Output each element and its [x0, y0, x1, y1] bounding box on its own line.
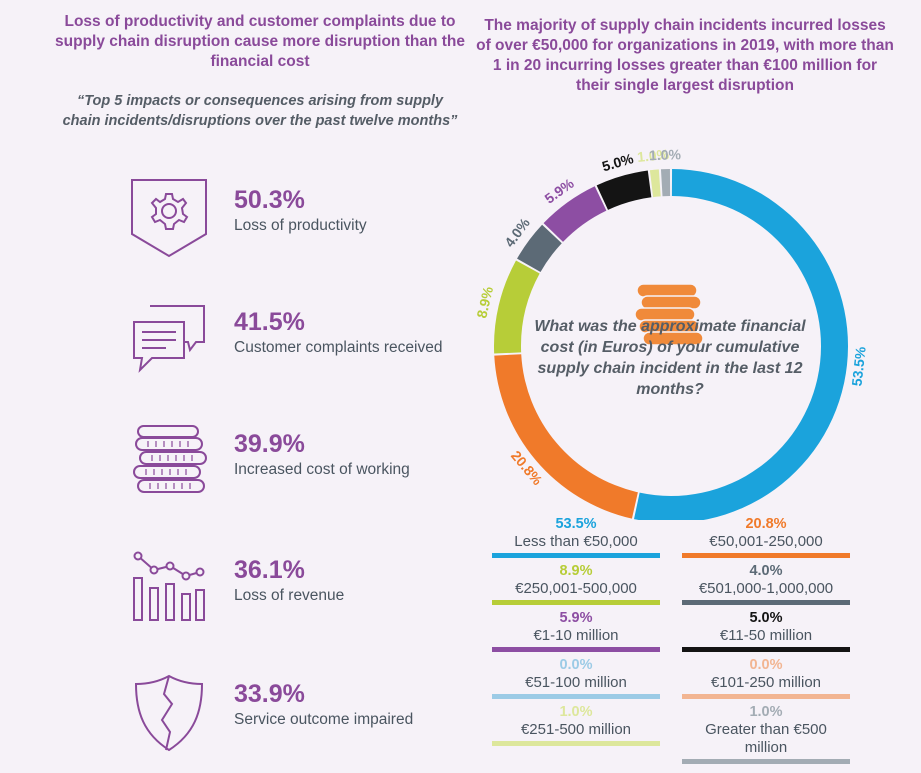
donut-segment: [649, 169, 661, 198]
donut-segment: [634, 169, 848, 520]
legend-range: €251-500 million: [520, 721, 632, 738]
impact-label: Customer complaints received: [234, 339, 443, 356]
legend-swatch: [682, 694, 850, 699]
donut-segment: [596, 170, 652, 210]
declining-chart-icon: [133, 551, 205, 621]
impact-percent: 36.1%: [234, 556, 305, 584]
legend-swatch: [682, 647, 850, 652]
legend-range: €11-50 million: [719, 627, 813, 644]
donut-segment: [543, 186, 607, 242]
legend-range: €501,000-1,000,000: [698, 580, 834, 597]
legend-swatch: [682, 553, 850, 558]
impact-item-complaints: 41.5% Customer complaints received: [0, 300, 460, 390]
legend-item: 53.5% Less than €50,000: [492, 516, 660, 558]
legend-swatch: [682, 600, 850, 605]
legend-percent: 20.8%: [745, 516, 787, 532]
legend-percent: 53.5%: [555, 516, 597, 532]
donut-label: 1.0%: [649, 146, 682, 163]
impact-percent: 39.9%: [234, 430, 305, 458]
legend-percent: 1.0%: [559, 704, 593, 720]
legend-percent: 0.0%: [749, 657, 783, 673]
legend-range: €1-10 million: [533, 627, 619, 644]
legend-swatch: [492, 694, 660, 699]
donut-label: 5.0%: [600, 150, 636, 174]
donut-label: 53.5%: [848, 345, 868, 387]
donut-segment: [494, 260, 540, 354]
impact-percent: 50.3%: [234, 186, 305, 214]
legend-percent: 5.0%: [749, 610, 783, 626]
legend-swatch: [492, 600, 660, 605]
legend-swatch: [492, 553, 660, 558]
legend-percent: 0.0%: [559, 657, 593, 673]
legend-percent: 5.9%: [559, 610, 593, 626]
legend-range: Less than €50,000: [514, 533, 638, 550]
legend-range: €101-250 million: [710, 674, 822, 691]
right-header: The majority of supply chain incidents i…: [476, 17, 894, 94]
donut-segment: [494, 354, 638, 519]
chat-bubbles-icon: [133, 305, 205, 373]
coin-stack-icon: [634, 283, 704, 346]
broken-shield-icon: [134, 674, 204, 752]
impact-label: Increased cost of working: [234, 461, 410, 478]
legend-item: 20.8% €50,001-250,000: [682, 516, 850, 558]
left-subheader: “Top 5 impacts or consequences arising f…: [62, 93, 458, 129]
impact-label: Loss of productivity: [234, 217, 367, 234]
gear-shield-icon: [131, 179, 207, 258]
legend-swatch: [682, 759, 850, 764]
legend-swatch: [492, 647, 660, 652]
left-header: Loss of productivity and customer compla…: [55, 13, 465, 70]
legend-item: 0.0% €51-100 million: [492, 657, 660, 699]
donut-segment: [660, 169, 671, 197]
impact-percent: 33.9%: [234, 680, 305, 708]
legend-item: 1.0% €251-500 million: [492, 704, 660, 746]
legend-range: Greater than €500 million: [705, 721, 827, 756]
legend-item: 1.0% Greater than €500 million: [682, 704, 850, 764]
legend-range: €51-100 million: [525, 674, 627, 691]
legend-item: 4.0% €501,000-1,000,000: [682, 563, 850, 605]
impact-item-cost: 39.9% Increased cost of working: [0, 422, 460, 512]
legend-range: €250,001-500,000: [515, 580, 637, 597]
center-question: What was the approximate financial cost …: [534, 318, 806, 398]
impact-label: Service outcome impaired: [234, 711, 414, 728]
legend-percent: 8.9%: [559, 563, 593, 579]
donut-chart: 53.5%20.8%8.9%4.0%5.9%5.0% 1.0%1.0%: [473, 146, 869, 520]
legend-percent: 4.0%: [749, 563, 783, 579]
impact-label: Loss of revenue: [234, 587, 345, 604]
chart-legend: 53.5% Less than €50,000 20.8% €50,001-250,0…: [490, 516, 860, 771]
donut-label: 1.0%: [636, 146, 670, 165]
legend-percent: 1.0%: [749, 704, 783, 720]
legend-item: 5.9% €1-10 million: [492, 610, 660, 652]
impact-percent: 41.5%: [234, 308, 305, 336]
legend-item: 5.0% €11-50 million: [682, 610, 850, 652]
donut-label: 8.9%: [473, 284, 496, 319]
coin-stack-icon: [133, 425, 207, 493]
legend-item: 0.0% €101-250 million: [682, 657, 850, 699]
donut-segment: [517, 224, 562, 272]
impact-item-productivity: 50.3% Loss of productivity: [0, 178, 460, 268]
legend-swatch: [492, 741, 660, 746]
legend-item: 8.9% €250,001-500,000: [492, 563, 660, 605]
impact-item-revenue: 36.1% Loss of revenue: [0, 548, 460, 638]
impact-item-service: 33.9% Service outcome impaired: [0, 672, 460, 762]
legend-range: €50,001-250,000: [709, 533, 823, 550]
